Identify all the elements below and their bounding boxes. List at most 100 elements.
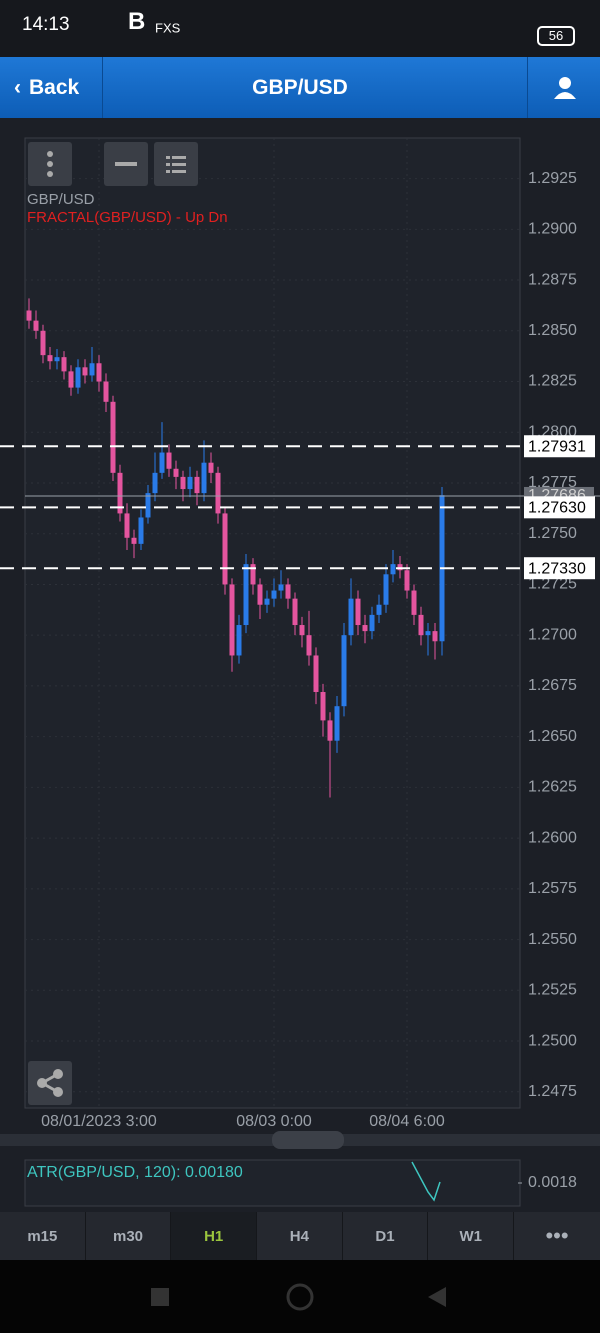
- candle-body: [145, 493, 151, 518]
- candle-body: [390, 564, 396, 575]
- candle-body: [89, 363, 95, 376]
- price-level-tag: [524, 496, 595, 519]
- candle-body: [159, 452, 165, 473]
- y-tick-label: 1.2550: [528, 931, 577, 948]
- share-button[interactable]: [28, 1061, 72, 1105]
- candle-body: [166, 452, 172, 469]
- x-tick-label: 08/03 0:00: [236, 1113, 312, 1130]
- candle-body: [236, 625, 242, 656]
- y-tick-label: 1.2575: [528, 880, 577, 897]
- y-tick-label: 1.2650: [528, 728, 577, 745]
- atr-tick-label: 0.0018: [528, 1174, 577, 1191]
- candle-body: [334, 706, 340, 741]
- timeframe-tab[interactable]: W1: [428, 1212, 515, 1260]
- timeframe-tab[interactable]: H4: [257, 1212, 343, 1260]
- system-nav: [0, 1260, 600, 1333]
- candle-body: [110, 401, 116, 473]
- candle-body: [201, 462, 207, 494]
- candle-body: [117, 472, 123, 514]
- header: ‹ Back GBP/USD: [0, 57, 600, 118]
- y-tick-label: 1.2900: [528, 221, 577, 238]
- battery: 56: [537, 26, 575, 46]
- candle-body: [306, 635, 312, 656]
- y-tick-label: 1.2625: [528, 779, 577, 796]
- candle-body: [355, 598, 361, 626]
- y-tick-label: 1.2525: [528, 982, 577, 999]
- candle-body: [26, 310, 32, 321]
- candle-body: [369, 614, 375, 632]
- status-bar: 14:13 FXS B 56: [0, 0, 600, 57]
- back-label: Back: [29, 75, 80, 99]
- plot-frame: [24, 137, 521, 1109]
- candle-body: [138, 517, 144, 544]
- price-level-tag: [524, 435, 595, 458]
- candle-body: [404, 570, 410, 591]
- candle-body: [103, 381, 109, 402]
- menu-button[interactable]: [28, 142, 72, 186]
- y-tick-label: 1.2725: [528, 576, 577, 593]
- candle-body: [285, 584, 291, 599]
- y-tick-label: 1.2475: [528, 1083, 577, 1100]
- candle-body: [222, 513, 228, 585]
- candle-body: [131, 537, 137, 544]
- timeframe-tab[interactable]: D1: [343, 1212, 429, 1260]
- candle-body: [61, 357, 67, 372]
- candle-body: [348, 598, 354, 636]
- home-button[interactable]: [286, 1283, 314, 1311]
- candle-body: [432, 631, 438, 642]
- x-tick-label: 08/04 6:00: [369, 1113, 445, 1130]
- app-icon: B: [128, 8, 146, 35]
- candle-body: [257, 584, 263, 605]
- line-tool-button[interactable]: [104, 142, 148, 186]
- list-button[interactable]: [154, 142, 198, 186]
- recents-button[interactable]: [151, 1288, 169, 1306]
- candle-body: [152, 472, 158, 494]
- more-button[interactable]: •••: [514, 1212, 600, 1260]
- symbol-label: GBP/USD: [27, 191, 95, 208]
- candle-body: [397, 564, 403, 571]
- back-button[interactable]: ‹ Back: [14, 57, 79, 118]
- divider: [102, 57, 103, 118]
- indicator-label: FRACTAL(GBP/USD) - Up Dn: [27, 209, 228, 226]
- candle-body: [327, 720, 333, 741]
- atr-label: ATR(GBP/USD, 120): 0.00180: [27, 1164, 243, 1181]
- atr-line: [411, 1161, 441, 1202]
- candle-body: [229, 584, 235, 656]
- y-tick-label: 1.2925: [528, 170, 577, 187]
- timeframe-tab[interactable]: H1: [171, 1212, 258, 1260]
- candle-body: [425, 631, 431, 636]
- x-tick-label: 08/01/2023 3:00: [41, 1113, 157, 1130]
- timeframe-tab[interactable]: m15: [0, 1212, 86, 1260]
- header-title: GBP/USD: [252, 75, 348, 99]
- y-tick-label: 1.2850: [528, 322, 577, 339]
- candle-body: [243, 564, 249, 626]
- candle-body: [82, 367, 88, 376]
- candle-body: [418, 614, 424, 636]
- candle-body: [124, 513, 130, 538]
- candle-body: [250, 564, 256, 585]
- back-nav-button[interactable]: [428, 1287, 446, 1307]
- candle-body: [208, 462, 214, 473]
- candle-body: [47, 355, 53, 362]
- candle-body: [376, 604, 382, 615]
- y-tick-label: 1.2675: [528, 677, 577, 694]
- splitter-handle[interactable]: [272, 1131, 344, 1149]
- account-icon[interactable]: [552, 75, 578, 101]
- candle-body: [173, 468, 179, 477]
- y-tick-label: 1.2775: [528, 474, 577, 491]
- candle-body: [215, 472, 221, 514]
- price-level-label: 1.27630: [528, 500, 586, 517]
- y-tick-label: 1.2750: [528, 525, 577, 542]
- y-tick-label: 1.2825: [528, 373, 577, 390]
- candle-body: [383, 574, 389, 605]
- candle-body: [264, 598, 270, 605]
- timeframe-tab[interactable]: m30: [86, 1212, 172, 1260]
- candle-body: [40, 330, 46, 356]
- candle-body: [320, 691, 326, 721]
- y-tick-label: 1.2600: [528, 829, 577, 846]
- y-tick-label: 1.2500: [528, 1032, 577, 1049]
- price-level-label: 1.27931: [528, 438, 586, 455]
- candle-body: [180, 476, 186, 490]
- candle-body: [68, 371, 74, 388]
